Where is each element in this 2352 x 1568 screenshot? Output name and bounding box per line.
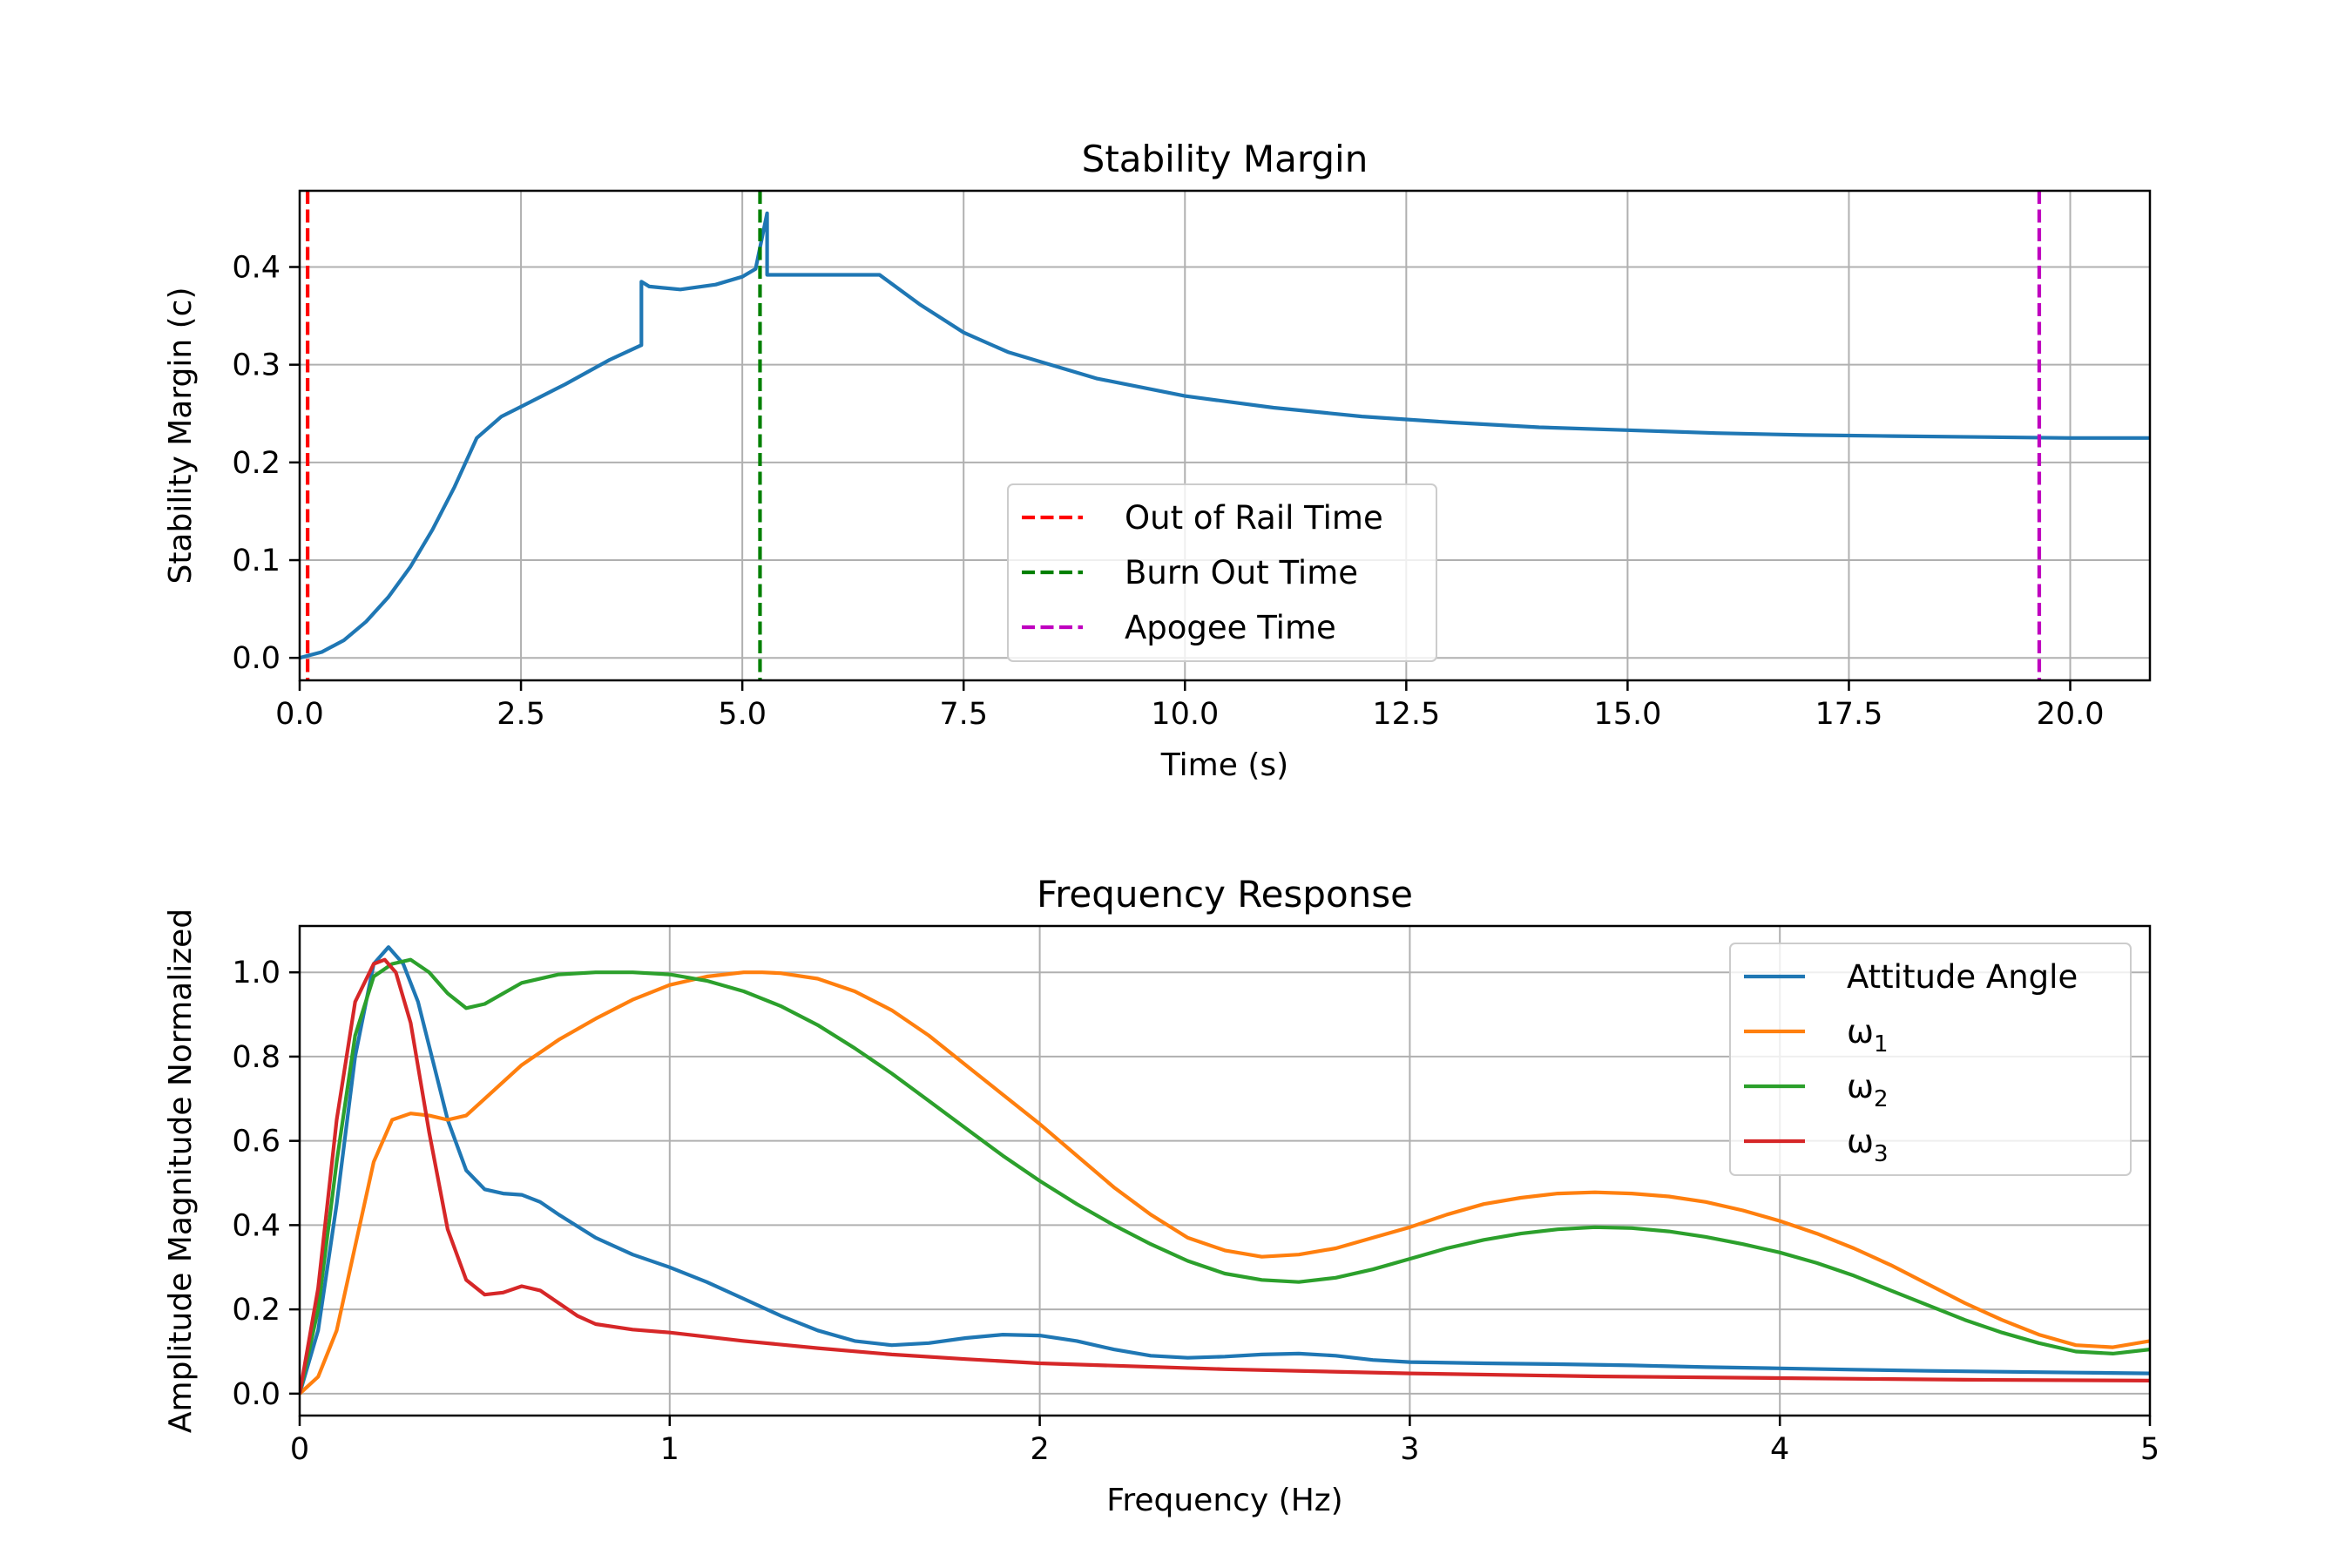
stability-y-tick-label: 0.2 xyxy=(232,446,280,481)
frequency-x-tick-label: 5 xyxy=(2140,1432,2159,1467)
stability-y-tick-label: 0.1 xyxy=(232,544,280,578)
frequency-ticks: 0 1 2 3 4 5 0.0 0.2 0.4 0.6 0.8 1.0 xyxy=(232,956,2159,1467)
frequency-line--3 xyxy=(300,957,2150,1395)
frequency-y-tick-label: 0.6 xyxy=(232,1125,280,1159)
stability-ticks: 0.0 2.5 5.0 7.5 10.0 12.5 15.0 17.5 20.0 0.0 0.1 0.… xyxy=(232,250,2104,732)
frequency-legend-label: ω1 xyxy=(1847,1013,1889,1058)
stability-x-tick-label: 15.0 xyxy=(1593,697,1661,732)
frequency-x-tick-label: 3 xyxy=(1400,1432,1419,1467)
frequency-y-tick-label: 0.4 xyxy=(232,1208,280,1243)
stability-legend-label: Apogee Time xyxy=(1125,609,1336,646)
stability-axes-frame xyxy=(298,189,2152,682)
stability-x-tick-label: 5.0 xyxy=(718,697,767,732)
stability-x-tick-label: 20.0 xyxy=(2037,697,2105,732)
frequency-legend-box xyxy=(1729,943,2132,1176)
frequency-y-tick-label: 0.2 xyxy=(232,1293,280,1328)
stability-y-axis-label: Stability Margin (c) xyxy=(163,287,199,584)
stability-margin-chart: 0.0 2.5 5.0 7.5 10.0 12.5 15.0 17.5 20.0 0.0 0.1 0.… xyxy=(163,138,2152,783)
frequency-response-chart: 0 1 2 3 4 5 0.0 0.2 0.4 0.6 0.8 1.0 Frequency Respo… xyxy=(163,873,2159,1518)
frequency-y-axis-label: Amplitude Magnitude Normalized xyxy=(163,909,199,1433)
stability-legend-box xyxy=(1007,483,1437,662)
frequency-y-tick-label: 0.8 xyxy=(232,1040,280,1075)
stability-legend-label: Out of Rail Time xyxy=(1125,499,1383,537)
frequency-legend-label: ω2 xyxy=(1847,1068,1889,1112)
stability-x-axis-label: Time (s) xyxy=(1160,747,1288,783)
stability-y-tick-label: 0.4 xyxy=(232,250,280,285)
stability-x-tick-label: 10.0 xyxy=(1151,697,1219,732)
stability-chart-title: Stability Margin xyxy=(1082,138,1369,180)
frequency-legend-label: Attitude Angle xyxy=(1847,958,2078,996)
frequency-y-tick-label: 0.0 xyxy=(232,1377,280,1412)
frequency-x-tick-label: 4 xyxy=(1770,1432,1789,1467)
stability-y-tick-label: 0.0 xyxy=(232,641,280,676)
stability-x-tick-label: 2.5 xyxy=(497,697,545,732)
frequency-legend: Attitude Angle ω1 ω2 ω3 xyxy=(1729,943,2132,1176)
frequency-line--1 xyxy=(300,970,2150,1396)
stability-y-tick-label: 0.3 xyxy=(232,348,280,383)
frequency-x-axis-label: Frequency (Hz) xyxy=(1106,1483,1342,1518)
stability-x-tick-label: 17.5 xyxy=(1815,697,1883,732)
frequency-axes-frame xyxy=(298,924,2152,1417)
stability-legend: Out of Rail Time Burn Out Time Apogee Time xyxy=(1007,483,1437,662)
frequency-legend-label: ω3 xyxy=(1847,1123,1889,1167)
frequency-line--2 xyxy=(300,957,2150,1395)
frequency-y-tick-label: 1.0 xyxy=(232,956,280,990)
stability-legend-label: Burn Out Time xyxy=(1125,554,1358,591)
frequency-x-tick-label: 0 xyxy=(290,1432,309,1467)
frequency-plot-area xyxy=(300,945,2150,1396)
stability-x-tick-label: 7.5 xyxy=(939,697,988,732)
frequency-x-tick-label: 1 xyxy=(660,1432,679,1467)
stability-x-tick-label: 12.5 xyxy=(1372,697,1440,732)
stability-plot-area xyxy=(300,191,2150,680)
frequency-chart-title: Frequency Response xyxy=(1037,873,1413,916)
frequency-x-tick-label: 2 xyxy=(1030,1432,1049,1467)
stability-x-tick-label: 0.0 xyxy=(275,697,324,732)
frequency-line-attitude-angle xyxy=(300,945,2150,1395)
